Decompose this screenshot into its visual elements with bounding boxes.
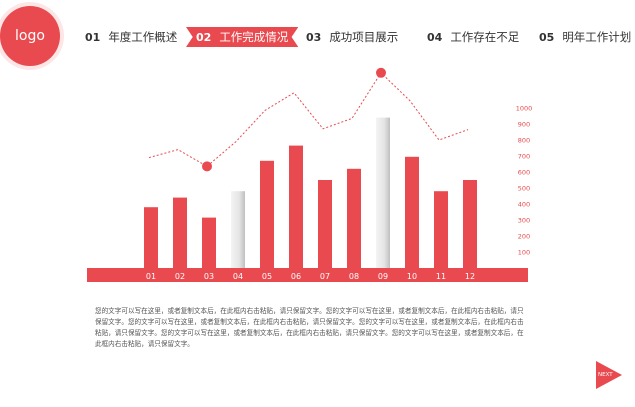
- trend-line: [148, 72, 469, 168]
- nav-item-3[interactable]: 03 成功项目展示: [306, 27, 398, 47]
- x-tick-label: 10: [407, 272, 417, 281]
- x-tick-label: 05: [262, 272, 272, 281]
- y-tick-label: 200: [518, 233, 530, 241]
- x-tick-label: 12: [465, 272, 475, 281]
- nav-item-2-active[interactable]: 02 工作完成情况: [186, 27, 299, 47]
- nav-item-number: 02: [196, 30, 212, 44]
- bar: [144, 207, 158, 268]
- nav-item-label: 工作存在不足: [450, 30, 520, 44]
- trend-marker: [202, 161, 212, 172]
- bar: [405, 156, 419, 268]
- nav-item-label: 明年工作计划: [562, 30, 632, 44]
- bar: [202, 217, 216, 268]
- next-button[interactable]: NEXT: [596, 361, 622, 389]
- x-tick-label: 11: [436, 272, 446, 281]
- bar: [260, 160, 274, 268]
- x-tick-label: 07: [320, 272, 330, 281]
- y-tick-label: 100: [518, 249, 530, 257]
- bar: [463, 180, 477, 268]
- nav-item-number: 03: [306, 30, 322, 44]
- x-tick-label: 01: [146, 272, 156, 281]
- y-tick-label: 500: [518, 185, 530, 193]
- y-tick-label: 800: [518, 137, 530, 145]
- bar: [289, 145, 303, 268]
- y-tick-label: 400: [518, 201, 530, 209]
- nav-item-5[interactable]: 05 明年工作计划: [539, 27, 631, 47]
- y-tick-label: 600: [518, 169, 530, 177]
- nav-item-number: 05: [539, 30, 555, 44]
- nav-item-label: 成功项目展示: [329, 30, 399, 44]
- nav-item-number: 04: [427, 30, 443, 44]
- x-axis-band: [87, 268, 528, 282]
- y-tick-label: 700: [518, 153, 530, 161]
- nav-item-label: 年度工作概述: [108, 30, 178, 44]
- bar: [318, 180, 332, 268]
- bar: [173, 197, 187, 268]
- trend-marker: [376, 67, 386, 78]
- bar: [347, 168, 361, 268]
- x-tick-label: 09: [378, 272, 388, 281]
- nav-item-label: 工作完成情况: [219, 30, 289, 44]
- x-tick-label: 03: [204, 272, 214, 281]
- description-text: 您的文字可以写在这里，或者复制文本后，在此框内右击粘贴，请只保留文字。您的文字可…: [95, 307, 524, 348]
- x-tick-label: 02: [175, 272, 185, 281]
- nav-item-number: 01: [85, 30, 101, 44]
- y-tick-label: 300: [518, 217, 530, 225]
- bar-highlight: [231, 191, 245, 268]
- x-tick-label: 08: [349, 272, 359, 281]
- y-tick-label: 900: [518, 121, 530, 129]
- x-tick-label: 04: [233, 272, 243, 281]
- x-tick-label: 06: [291, 272, 301, 281]
- monthly-bar-chart: 01 02 03 04 05 06 07 08 09 10 11 12 100 200 300 400 500…: [87, 67, 533, 282]
- y-tick-label: 1000: [516, 105, 533, 113]
- bar: [434, 191, 448, 268]
- nav-item-1[interactable]: 01 年度工作概述: [85, 27, 177, 47]
- logo[interactable]: logo: [0, 6, 60, 66]
- nav-item-4[interactable]: 04 工作存在不足: [427, 27, 519, 47]
- bar-highlight: [376, 117, 390, 268]
